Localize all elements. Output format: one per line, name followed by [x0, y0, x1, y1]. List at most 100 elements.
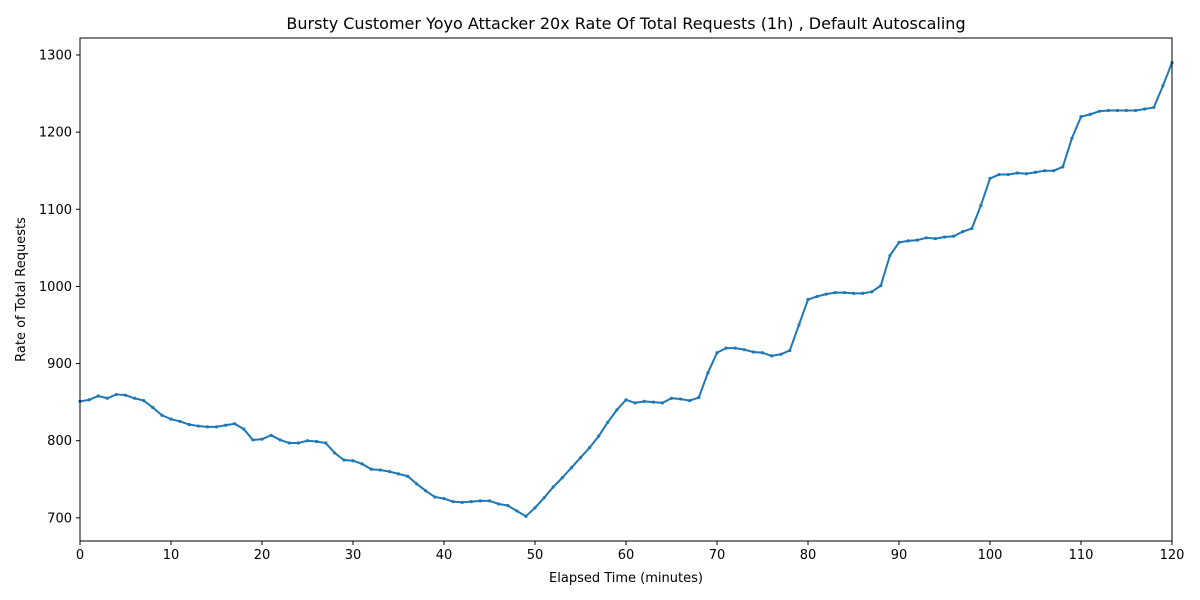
data-point: [342, 458, 346, 462]
data-point: [160, 413, 164, 417]
data-point: [214, 425, 219, 429]
y-tick-label: 1300: [39, 48, 72, 63]
data-point: [806, 297, 810, 302]
data-point: [497, 502, 501, 506]
data-point: [533, 506, 537, 510]
data-point: [924, 236, 928, 240]
x-tick-label: 0: [76, 548, 84, 563]
data-point: [1143, 107, 1147, 111]
data-point: [879, 284, 883, 288]
data-point: [1061, 165, 1065, 169]
data-point: [606, 420, 610, 424]
data-point: [1115, 108, 1119, 113]
data-point: [169, 417, 173, 421]
data-point: [751, 350, 756, 354]
y-tick-label: 900: [47, 357, 72, 372]
data-point: [1152, 105, 1156, 110]
data-point: [415, 482, 419, 486]
data-point: [933, 236, 938, 241]
data-point: [351, 459, 355, 463]
y-tick-label: 700: [47, 511, 72, 526]
data-point: [142, 398, 146, 403]
data-point: [224, 423, 228, 427]
data-point: [315, 439, 319, 444]
data-point: [178, 419, 182, 424]
data-point: [1079, 115, 1083, 119]
data-point: [1006, 172, 1010, 177]
data-point: [633, 401, 637, 405]
data-point: [660, 401, 665, 405]
data-point: [942, 235, 947, 239]
data-point: [988, 176, 992, 181]
y-tick-label: 1000: [39, 280, 72, 295]
data-point: [1052, 169, 1056, 173]
data-point: [114, 392, 118, 397]
data-point: [642, 399, 646, 403]
x-tick-label: 100: [978, 548, 1003, 563]
x-tick-label: 20: [254, 548, 271, 563]
data-point: [460, 500, 464, 505]
plot-frame: [79, 37, 1173, 542]
data-point: [242, 427, 246, 431]
data-point: [770, 354, 774, 358]
data-point: [870, 290, 874, 294]
data-point: [915, 238, 919, 242]
data-point: [624, 398, 628, 402]
data-point: [1024, 172, 1028, 176]
data-point: [742, 348, 746, 352]
x-tick-label: 90: [891, 548, 908, 563]
y-axis-label: Rate of Total Requests: [14, 217, 29, 362]
data-point: [979, 203, 983, 208]
data-point: [715, 351, 719, 355]
data-point: [842, 290, 847, 295]
data-point: [833, 290, 837, 295]
data-point: [952, 234, 956, 238]
data-point: [779, 352, 783, 356]
data-point: [970, 226, 974, 231]
data-point: [406, 474, 410, 478]
data-point: [360, 462, 364, 466]
plot-area: [78, 61, 1174, 518]
data-point: [296, 441, 300, 445]
data-point: [961, 230, 965, 234]
data-point: [233, 422, 237, 426]
data-point: [369, 467, 373, 471]
data-point: [551, 485, 555, 489]
data-point: [1033, 170, 1038, 174]
data-point: [597, 434, 601, 438]
data-point: [1043, 169, 1047, 173]
data-point: [888, 253, 892, 258]
x-tick-label: 120: [1160, 548, 1185, 563]
data-point: [569, 466, 574, 470]
data-point: [105, 396, 109, 400]
data-point: [442, 496, 446, 501]
data-point: [824, 292, 828, 296]
data-point: [87, 398, 91, 402]
data-point: [697, 395, 701, 400]
data-point: [560, 476, 564, 480]
data-point: [205, 425, 209, 429]
data-point: [96, 394, 100, 398]
data-point: [588, 446, 592, 450]
data-point: [1070, 136, 1074, 140]
data-point: [151, 405, 155, 410]
data-point: [651, 400, 655, 404]
data-point: [688, 398, 692, 403]
data-point: [724, 346, 728, 350]
data-point: [578, 456, 583, 460]
data-point: [396, 472, 401, 476]
data-point: [260, 437, 264, 441]
chart-title: Bursty Customer Yoyo Attacker 20x Rate O…: [286, 14, 965, 33]
x-tick-label: 110: [1069, 548, 1094, 563]
data-point: [133, 396, 137, 400]
data-point: [815, 294, 819, 299]
y-axis-ticks: 700 800 900 1000 1100 1200 1300: [39, 48, 80, 526]
data-point: [615, 408, 619, 412]
y-tick-label: 1200: [39, 126, 72, 141]
x-tick-label: 10: [163, 548, 180, 563]
data-point: [906, 239, 910, 243]
data-point: [1106, 108, 1110, 113]
data-point: [278, 438, 282, 442]
data-point: [506, 503, 510, 508]
